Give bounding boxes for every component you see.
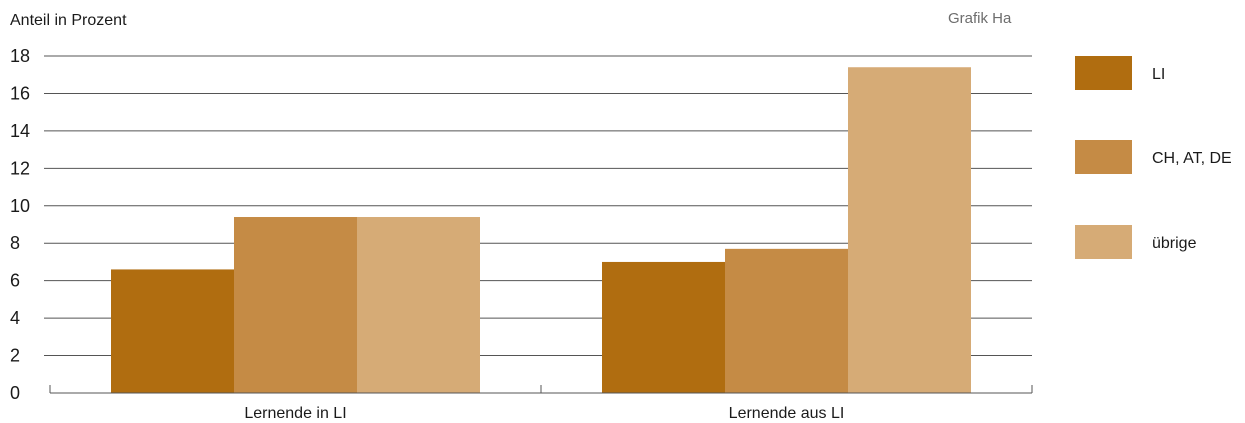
y-tick-label: 4 xyxy=(10,308,20,328)
bar xyxy=(357,217,480,393)
legend-label: übrige xyxy=(1152,235,1197,252)
y-tick-label: 6 xyxy=(10,271,20,291)
y-tick-label: 18 xyxy=(10,46,30,66)
y-tick-label: 2 xyxy=(10,346,20,366)
y-tick-label: 14 xyxy=(10,121,30,141)
legend-label: LI xyxy=(1152,66,1165,83)
legend-swatch xyxy=(1075,140,1132,174)
y-tick-label: 8 xyxy=(10,233,20,253)
bar xyxy=(234,217,357,393)
y-tick-label: 0 xyxy=(10,383,20,403)
bar xyxy=(602,261,725,393)
y-tick-label: 12 xyxy=(10,158,30,178)
bar xyxy=(725,248,848,393)
bar xyxy=(111,269,234,393)
bar xyxy=(848,67,971,393)
x-tick-label: Lernende in LI xyxy=(244,405,346,422)
y-tick-label: 16 xyxy=(10,83,30,103)
x-tick-label: Lernende aus LI xyxy=(729,405,845,422)
legend-swatch xyxy=(1075,225,1132,259)
figure-label: Grafik Ha xyxy=(948,10,1012,27)
y-axis-label: Anteil in Prozent xyxy=(10,12,127,29)
legend-swatch xyxy=(1075,56,1132,90)
y-tick-label: 10 xyxy=(10,196,30,216)
legend-label: CH, AT, DE xyxy=(1152,150,1232,167)
